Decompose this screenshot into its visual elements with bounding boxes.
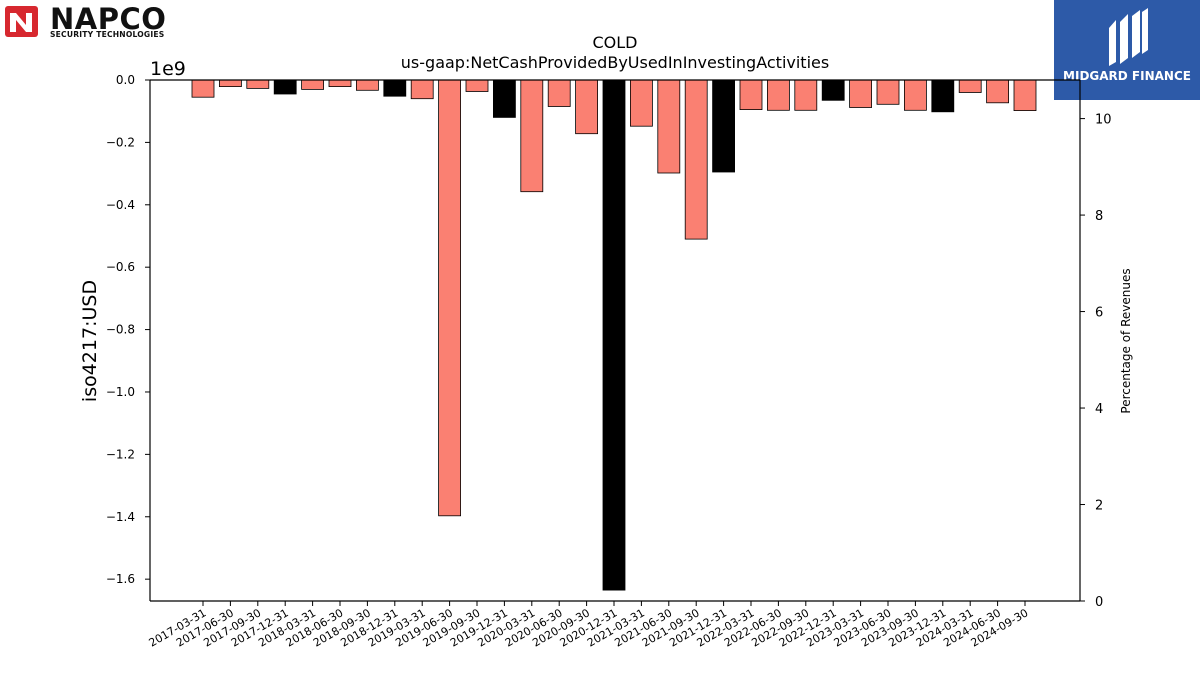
midgard-finance-logo: MIDGARD FINANCE: [1054, 0, 1200, 100]
y-axis-offset-label: 1e9: [150, 58, 186, 80]
bar-2022-03-31: [739, 79, 763, 111]
y-axis-label: iso4217:USD: [79, 280, 101, 402]
bar-2017-03-31: [191, 79, 215, 98]
midgard-logo-mark-icon: [1109, 8, 1148, 66]
y-tick-label: −1.2: [106, 447, 135, 461]
bar-2021-09-30: [684, 79, 708, 240]
bar-2024-03-31: [958, 79, 982, 93]
bar-2020-09-30: [575, 79, 598, 135]
bar-2018-03-31: [301, 79, 325, 90]
napco-logo-mark-icon: [5, 6, 38, 37]
y-tick-label: −0.4: [106, 198, 135, 212]
bar-2020-12-31: [602, 79, 626, 591]
bar-2017-12-31: [273, 79, 297, 95]
bar-2020-03-31: [520, 79, 544, 193]
y2-axis-label: Percentage of Revenues: [1119, 268, 1133, 413]
bar-2021-06-30: [657, 79, 681, 174]
midgard-logo-text: MIDGARD FINANCE: [1063, 69, 1191, 83]
bar-2023-09-30: [904, 79, 927, 111]
y2-tick-label: 0: [1095, 595, 1103, 610]
bar-2023-12-31: [931, 79, 955, 113]
napco-logo-tagline: SECURITY TECHNOLOGIES: [50, 30, 165, 39]
bar-2019-12-31: [492, 79, 516, 118]
y-tick-label: 0.0: [116, 73, 135, 87]
napco-logo: NAPCO SECURITY TECHNOLOGIES: [4, 2, 214, 40]
y-tick-label: −0.8: [106, 323, 135, 337]
bar-2018-06-30: [328, 79, 352, 87]
bar-2019-03-31: [410, 79, 434, 100]
bar-2017-09-30: [246, 79, 270, 89]
bar-2021-12-31: [712, 79, 735, 173]
bar-2022-12-31: [821, 79, 845, 101]
y2-tick-label: 4: [1095, 402, 1103, 417]
bar-2024-09-30: [1013, 79, 1037, 112]
y2-tick-label: 8: [1095, 209, 1103, 224]
bar-2022-09-30: [794, 79, 818, 111]
bar-2019-09-30: [465, 79, 489, 92]
bar-2024-06-30: [986, 79, 1009, 104]
bar-2017-06-30: [218, 79, 242, 87]
bar-2019-06-30: [438, 79, 462, 517]
bar-2018-12-31: [383, 79, 407, 97]
chart-title: COLD: [593, 33, 638, 52]
bar-2022-06-30: [767, 79, 790, 111]
bar-2021-03-31: [630, 79, 653, 127]
napco-logo-text: NAPCO: [50, 2, 167, 36]
bar-2023-06-30: [876, 79, 900, 105]
y-tick-label: −0.6: [106, 260, 135, 274]
y-tick-label: −1.0: [106, 385, 135, 399]
y2-tick-label: 2: [1095, 499, 1103, 514]
chart-subtitle: us-gaap:NetCashProvidedByUsedInInvesting…: [401, 53, 829, 72]
y-tick-label: −0.2: [106, 135, 135, 149]
bar-2020-06-30: [547, 79, 571, 107]
y-tick-label: −1.4: [106, 510, 135, 524]
bar-2023-03-31: [849, 79, 872, 108]
y2-tick-label: 10: [1095, 113, 1112, 128]
y-tick-label: −1.6: [106, 572, 135, 586]
y2-tick-label: 6: [1095, 306, 1103, 321]
bar-2018-09-30: [355, 79, 379, 91]
